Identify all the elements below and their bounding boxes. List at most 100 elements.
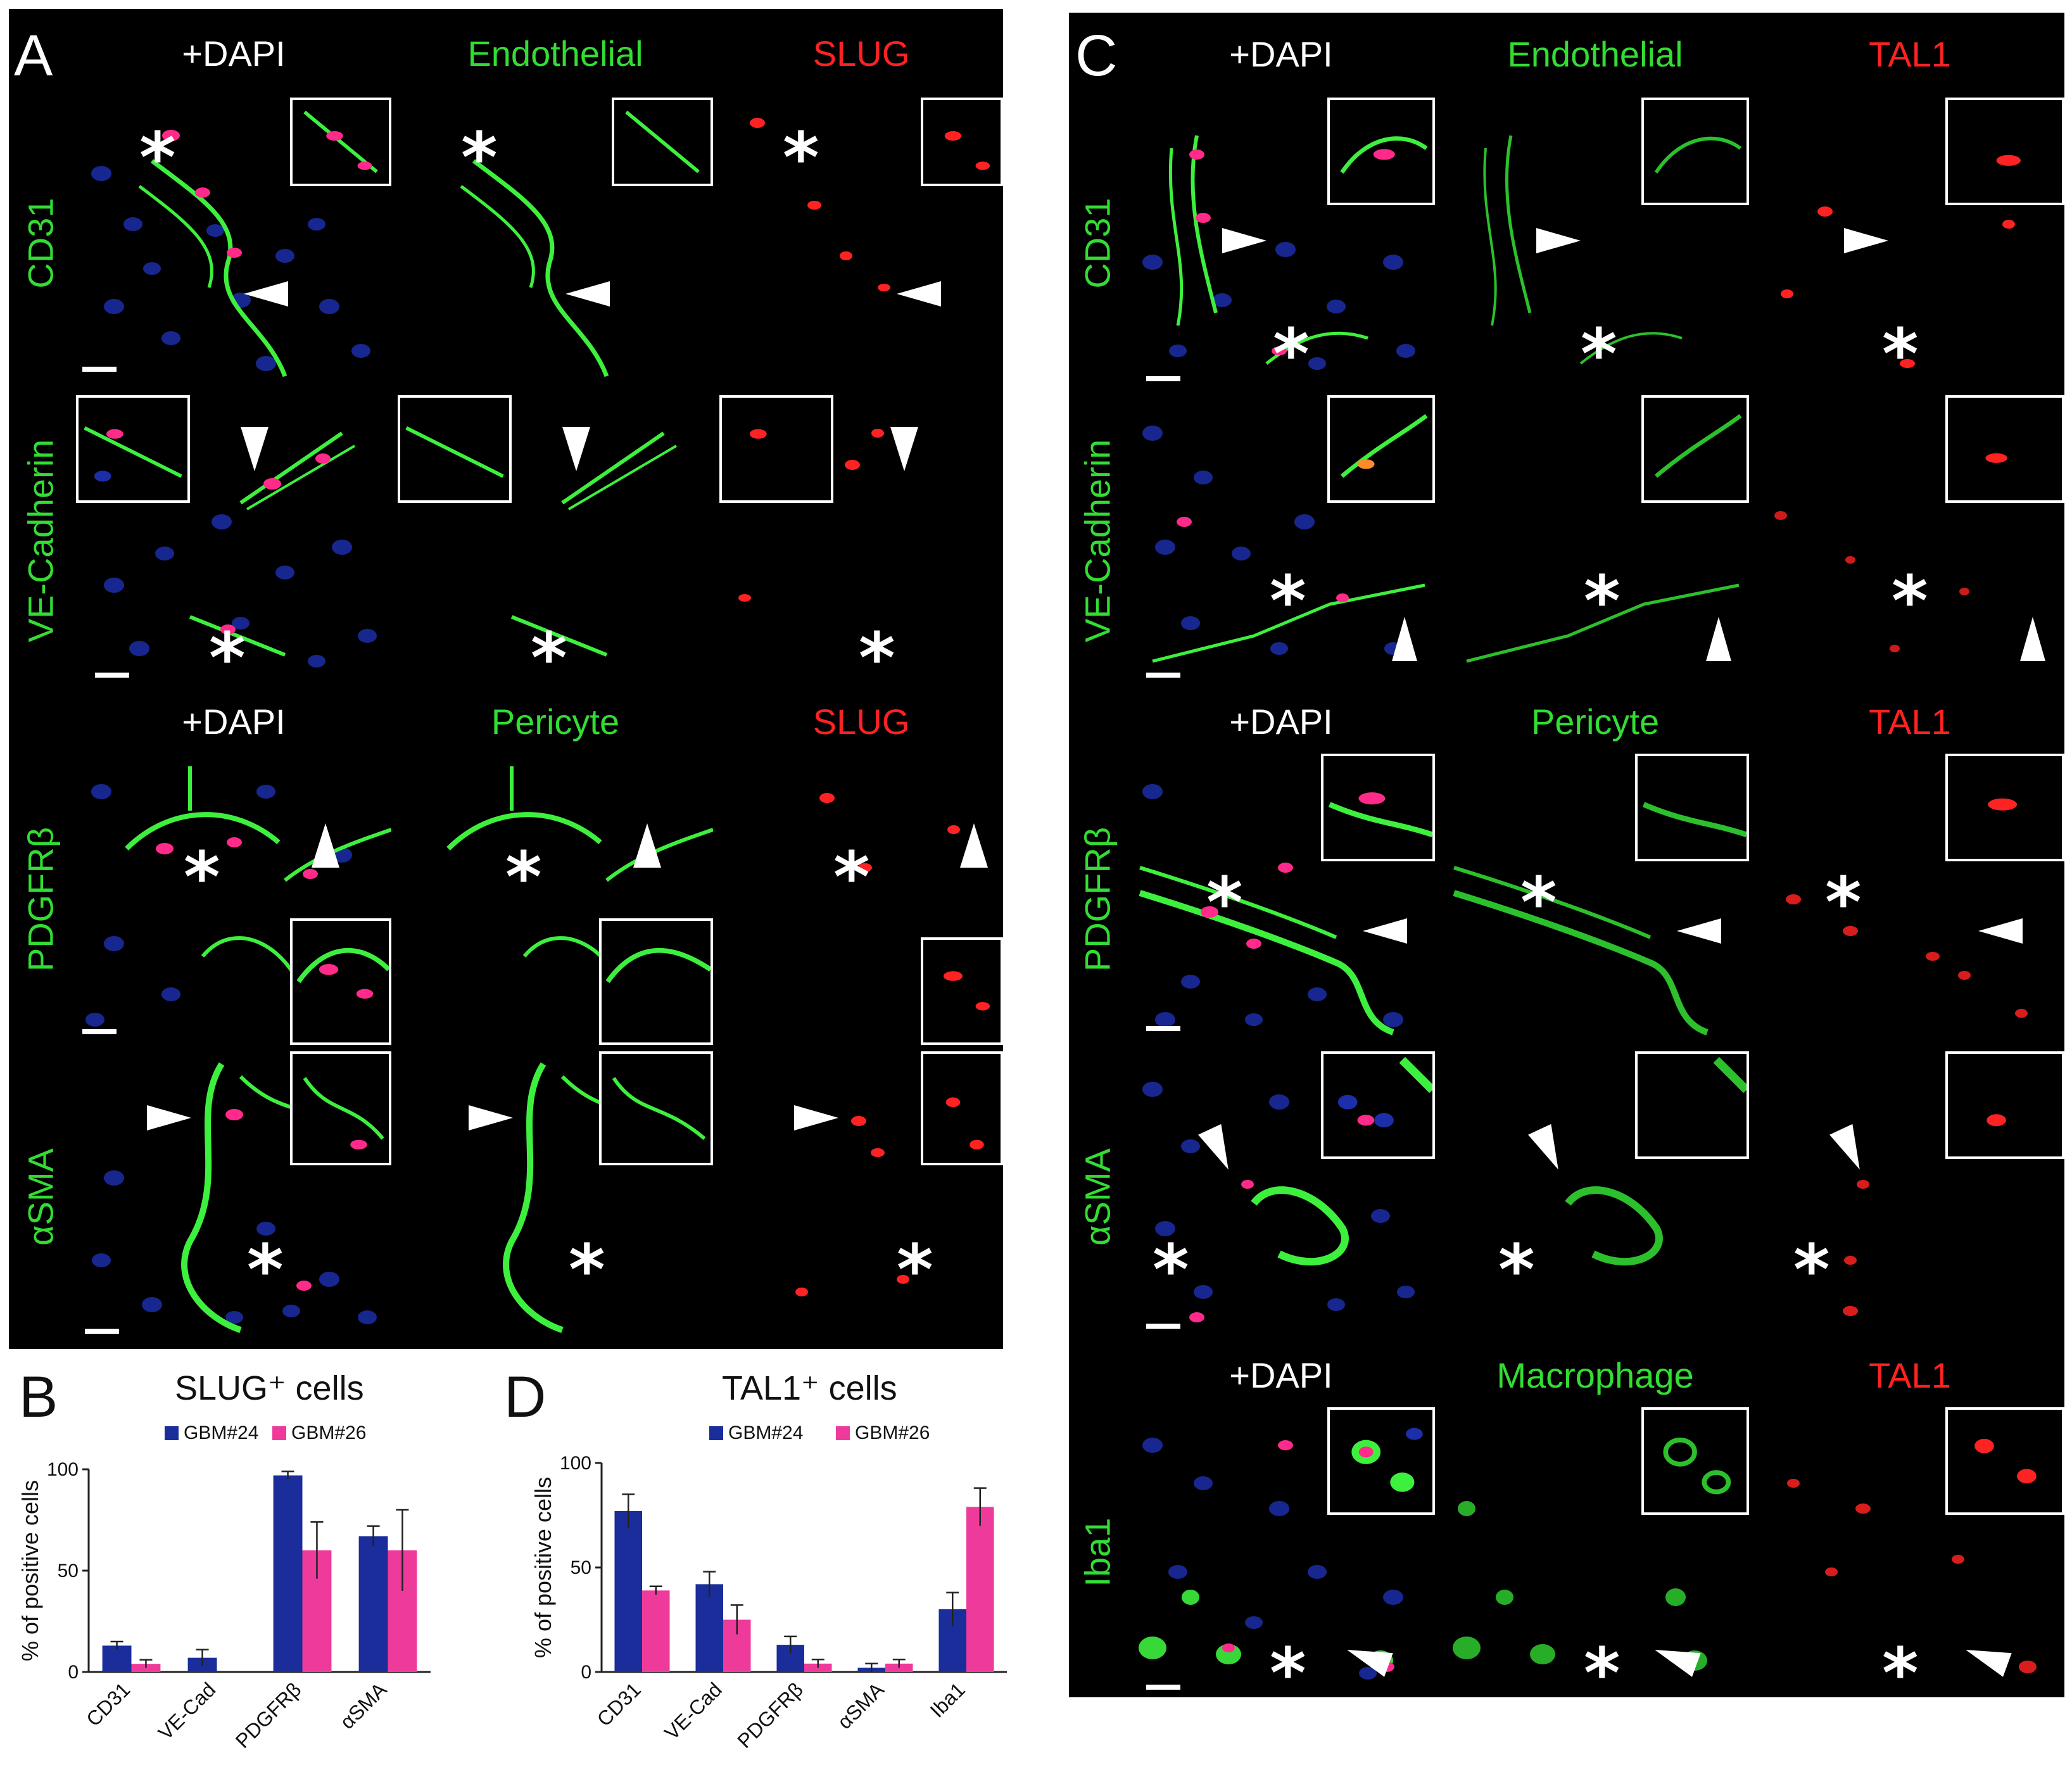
scale-bar [1146, 1685, 1180, 1690]
arrowhead-marker [2020, 617, 2045, 661]
panel-a-row-label-cd31: CD31 [9, 98, 72, 389]
arrowhead-marker [1844, 228, 1888, 253]
micrograph-c-vecad-tal1: * [1755, 395, 2064, 687]
micrograph-inset [1945, 754, 2064, 861]
asterisk-marker: * [833, 837, 870, 918]
micrograph-inset [1945, 98, 2064, 205]
asterisk-marker: * [139, 117, 176, 198]
asterisk-marker: * [1882, 1633, 1919, 1697]
arrowhead-marker [897, 281, 941, 307]
asterisk-marker: * [897, 1229, 933, 1310]
chart-b-title: SLUG⁺ cells [175, 1369, 364, 1407]
micrograph-inset [290, 1051, 391, 1165]
asterisk-marker: * [1882, 313, 1919, 389]
micrograph-inset [1945, 1051, 2064, 1159]
micrograph-c-iba1-merge: * [1127, 1407, 1435, 1697]
panel-a-header-slug: SLUG [719, 13, 1003, 94]
arrowhead-marker [1222, 228, 1267, 253]
micrograph-a-asma-slug: * [719, 1051, 1003, 1343]
asterisk-marker: * [209, 617, 246, 687]
x-tick-label: PDGFRβ [733, 1678, 807, 1752]
arrowhead-marker [1392, 617, 1417, 661]
micrograph-a-pdgfrb-slug: * [719, 754, 1003, 1045]
micrograph-inset [1945, 1407, 2064, 1515]
asterisk-marker: * [859, 617, 895, 687]
legend-label-1: GBM#26 [291, 1422, 366, 1443]
micrograph-inset [398, 395, 512, 503]
x-tick-label: αSMA [336, 1678, 391, 1733]
legend-label-1: GBM#26 [855, 1422, 930, 1443]
micrograph-c-iba1-tal1: * [1755, 1407, 2064, 1697]
x-tick-label: VE-Cad [660, 1678, 726, 1744]
asterisk-marker: * [1825, 862, 1862, 943]
micrograph-inset [1327, 98, 1435, 205]
panel-a-row-label-vecadherin: VE-Cadherin [9, 395, 72, 687]
asterisk-marker: * [461, 117, 498, 198]
panel-a-header-dapi-2: +DAPI [76, 693, 391, 750]
micrograph-a-vecad-slug: * [719, 395, 1003, 687]
panel-c-header-endothelial: Endothelial [1441, 14, 1749, 94]
asterisk-marker: * [1270, 560, 1306, 642]
asterisk-marker: * [531, 617, 567, 687]
asterisk-marker: * [1520, 862, 1557, 943]
x-tick-label: CD31 [82, 1678, 134, 1730]
micrograph-a-asma-pericyte: * [398, 1051, 713, 1343]
micrograph-inset [1321, 754, 1435, 861]
legend-swatch-0 [709, 1426, 723, 1440]
y-tick-label: 100 [47, 1459, 79, 1480]
bar-CD31-GBM#24 [102, 1645, 132, 1672]
legend-label-0: GBM#24 [184, 1422, 258, 1443]
panel-c-header-tal1-2: TAL1 [1755, 693, 2064, 750]
panel-a-letter: A [14, 23, 53, 88]
micrograph-inset [599, 1051, 713, 1165]
asterisk-marker: * [1892, 560, 1928, 642]
micrograph-c-vecad-endothelial: * [1441, 395, 1749, 687]
bar-Iba1-GBM#26 [966, 1507, 994, 1672]
asterisk-marker: * [184, 837, 220, 918]
arrowhead-marker [1363, 918, 1407, 944]
panel-c-header-tal1: TAL1 [1755, 14, 2064, 94]
panel-a-header-slug-2: SLUG [719, 693, 1003, 750]
arrowhead-marker [469, 1105, 513, 1130]
bar-αSMA-GBM#24 [358, 1536, 388, 1672]
micrograph-inset [921, 937, 1003, 1045]
arrowhead-marker [241, 427, 268, 471]
panel-c-header-tal1-3: TAL1 [1755, 1346, 2064, 1403]
scale-bar [1146, 1026, 1180, 1031]
bar-PDGFRβ-GBM#26 [804, 1663, 832, 1672]
micrograph-inset [1327, 395, 1435, 503]
asterisk-marker: * [783, 117, 819, 198]
arrowhead-marker [960, 823, 988, 868]
chart-d: GBM#24 GBM#26 0 50 100% of positive cells CD3… [530, 1422, 1007, 1752]
arrowhead-marker [890, 427, 918, 471]
arrowhead-marker [794, 1105, 838, 1130]
micrograph-inset [1321, 1051, 1435, 1159]
micrograph-inset [290, 918, 391, 1045]
panel-c-row-label-asma: αSMA [1069, 1051, 1126, 1343]
asterisk-marker: * [247, 1229, 284, 1310]
y-axis-label: % of positive cells [17, 1480, 43, 1661]
panel-c-letter: C [1075, 23, 1118, 88]
scale-bar [95, 673, 129, 678]
y-tick-label: 0 [581, 1662, 591, 1683]
micrograph-a-cd31-endothelial: * [398, 98, 713, 389]
micrograph-a-asma-merge: * [76, 1051, 391, 1343]
scale-bar [1146, 673, 1180, 678]
micrograph-c-vecad-merge: * [1127, 395, 1435, 687]
asterisk-marker: * [1153, 1229, 1189, 1310]
legend-swatch-1 [836, 1426, 850, 1440]
arrowhead-marker [1978, 918, 2023, 944]
micrograph-inset [599, 918, 713, 1045]
asterisk-marker: * [1581, 313, 1617, 389]
micrograph-c-cd31-merge: * [1127, 98, 1435, 389]
x-tick-label: PDGFRβ [231, 1678, 306, 1752]
micrograph-inset [1641, 395, 1749, 503]
micrograph-c-cd31-endothelial: * [1441, 98, 1749, 389]
arrowhead-marker [1536, 228, 1581, 253]
arrowhead-marker [244, 281, 288, 307]
panel-c-header-dapi-3: +DAPI [1127, 1346, 1435, 1403]
arrowhead-marker [1706, 617, 1731, 661]
bar-CD31-GBM#24 [614, 1510, 642, 1672]
arrowhead-marker [562, 427, 590, 471]
bar-PDGFRβ-GBM#24 [273, 1475, 303, 1672]
